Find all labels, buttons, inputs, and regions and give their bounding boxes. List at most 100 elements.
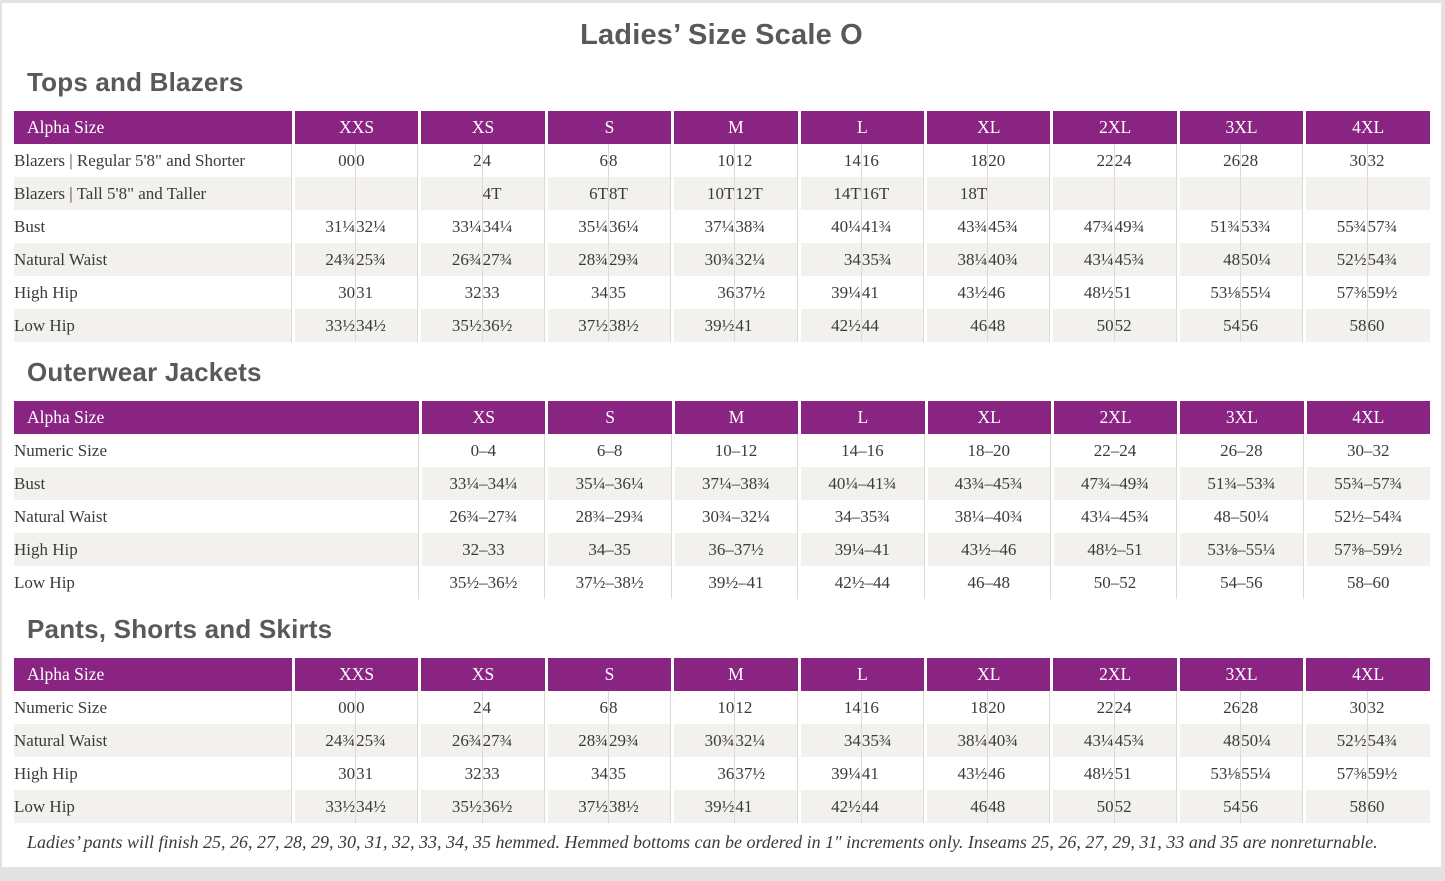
header-row: Alpha Size XS S M L XL 2XL 3XL 4XL [14,401,1430,434]
size-header-m: M [671,111,798,144]
value-cell: 4T [481,177,545,210]
size-header-4xl: 4XL [1303,658,1430,691]
value-cell: 16T [860,177,925,210]
value-cell: 37½ [734,276,798,309]
value-cell: 6 [544,144,608,177]
value-cell: 54¾ [1366,243,1430,276]
table-row: Blazers | Tall 5'8" and Taller 4T 6T 8T 10T 1… [14,177,1430,210]
value-cell: 28 [1240,144,1304,177]
value-cell: 57⅜ [1303,757,1367,790]
row-label: Low Hip [14,790,292,823]
size-header-m: M [671,658,798,691]
value-cell: 53¾ [1240,210,1304,243]
value-cell: 8 [607,691,672,724]
size-header-s: S [544,111,672,144]
size-table: Alpha Size XXS XS S M L XL 2XL 3XL 4XL Numeric Siz… [14,658,1430,823]
row-label: Natural Waist [14,500,420,533]
value-cell: 49¾ [1113,210,1177,243]
value-cell: 60 [1366,790,1430,823]
section-pants-shorts-and-skirts: Pants, Shorts and Skirts Alpha Size XXS XS… [2,614,1441,823]
value-cell: 32 [1366,691,1431,724]
table-row: Blazers | Regular 5'8" and Shorter 00 0 2 4 6… [14,144,1430,177]
value-cell [1113,177,1177,210]
value-cell: 20 [987,691,1051,724]
value-cell: 30 [1303,691,1367,724]
value-cell: 39½–41 [671,566,799,599]
value-cell: 46 [924,790,988,823]
alpha-size-header: Alpha Size [14,658,292,691]
value-cell: 51¾–53¾ [1177,467,1304,500]
value-cell: 40¼ [797,210,861,243]
value-cell: 58–60 [1303,566,1430,599]
value-cell: 33 [481,757,545,790]
header-row: Alpha Size XXS XS S M L XL 2XL 3XL 4XL [14,658,1430,691]
value-cell: 16 [860,691,925,724]
value-cell [418,177,482,210]
value-cell: 36 [671,276,734,309]
value-cell: 48 [1176,243,1241,276]
value-cell: 35¼ [544,210,608,243]
value-cell: 25¾ [355,724,419,757]
value-cell: 40¾ [987,243,1051,276]
value-cell: 57⅜–59½ [1303,533,1430,566]
value-cell: 35 [607,276,672,309]
value-cell: 24¾ [291,243,356,276]
value-cell [291,177,356,210]
value-cell: 31¼ [291,210,355,243]
size-table-container-pants-shorts-and-skirts: Alpha Size XXS XS S M L XL 2XL 3XL 4XL Numeric Siz… [2,658,1441,823]
value-cell: 36 [671,757,734,790]
row-label: Numeric Size [14,691,292,724]
value-cell: 48½ [1050,276,1114,309]
value-cell: 24¾ [291,724,356,757]
row-label: Numeric Size [14,434,420,467]
value-cell: 48 [987,790,1051,823]
section-heading-pants-shorts-and-skirts: Pants, Shorts and Skirts [27,614,333,644]
size-header-s: S [545,401,672,434]
value-cell [1176,177,1241,210]
size-header-3xl: 3XL [1176,111,1304,144]
value-cell: 28¾ [544,724,608,757]
value-cell: 30¾ [671,243,735,276]
value-cell: 34–35¾ [798,500,925,533]
value-cell: 35½–36½ [419,566,546,599]
value-cell: 50 [1050,309,1114,342]
value-cell: 35¼–36¼ [545,467,672,500]
value-cell: 12 [734,691,798,724]
row-label: Bust [14,210,292,243]
value-cell: 26¾–27¾ [419,500,546,533]
value-cell: 59½ [1366,276,1431,309]
value-cell: 45¾ [987,210,1051,243]
table-row: High Hip 30 31 32 33 34 35 36 37½ 39¼ 41 43½ 46 48½ 51… [14,276,1430,309]
value-cell: 28 [1240,691,1304,724]
table-row: Natural Waist 24¾ 25¾ 26¾ 27¾ 28¾ 29¾ 30¾ 32¼ 34 3… [14,243,1430,276]
value-cell: 53⅛ [1176,757,1240,790]
value-cell: 34 [544,757,608,790]
value-cell: 34¼ [481,210,545,243]
value-cell: 44 [860,790,925,823]
value-cell: 39¼–41 [798,533,925,566]
value-cell: 10 [671,144,734,177]
value-cell: 14 [797,144,861,177]
value-cell: 22–24 [1050,434,1178,467]
value-cell: 43½ [924,276,987,309]
value-cell: 18 [924,691,987,724]
value-cell: 50 [1050,790,1114,823]
value-cell [355,177,419,210]
value-cell: 28¾ [544,243,608,276]
row-label: High Hip [14,757,292,790]
value-cell: 4 [481,144,545,177]
value-cell: 50¼ [1240,724,1304,757]
value-cell: 37½ [734,757,798,790]
value-cell: 52 [1113,309,1177,342]
value-cell: 34½ [355,309,419,342]
value-cell: 33¼ [418,210,482,243]
value-cell: 43¾–45¾ [924,467,1051,500]
size-header-xs: XS [419,401,546,434]
size-header-xl: XL [924,111,1051,144]
size-table: Alpha Size XXS XS S M L XL 2XL 3XL 4XL Blazers | R… [14,111,1430,342]
value-cell: 58 [1303,790,1367,823]
value-cell: 10–12 [671,434,799,467]
value-cell: 31 [355,757,419,790]
value-cell: 12 [734,144,798,177]
value-cell: 29¾ [607,243,672,276]
